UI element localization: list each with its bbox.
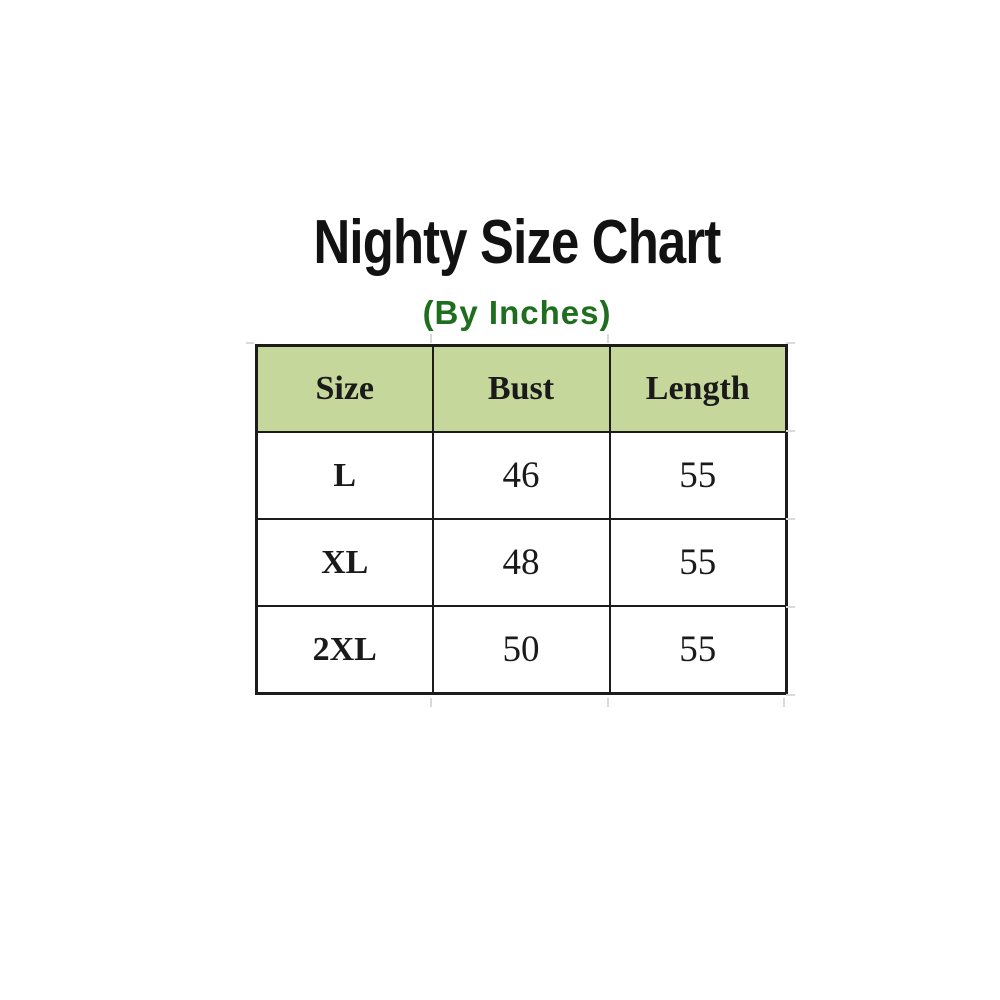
header-cell-length: Length xyxy=(608,344,788,433)
gridline-tick xyxy=(607,334,609,343)
header-cell-bust: Bust xyxy=(431,344,611,433)
gridline-tick xyxy=(246,342,254,344)
gridline-tick xyxy=(786,342,795,344)
page-title: Nighty Size Chart xyxy=(313,208,722,277)
size-chart-table: Size Bust Length L 46 55 XL 48 55 2XL 50 55 xyxy=(255,344,788,695)
length-cell: 55 xyxy=(608,518,788,607)
page-subtitle: (By Inches) xyxy=(422,294,612,331)
gridline-tick xyxy=(783,698,785,707)
gridline-tick xyxy=(607,698,609,707)
size-cell: 2XL xyxy=(255,605,434,695)
table-header-row: Size Bust Length xyxy=(255,344,788,433)
length-cell: 55 xyxy=(608,605,788,695)
length-cell: 55 xyxy=(608,431,788,520)
gridline-tick xyxy=(430,334,432,343)
bust-cell: 46 xyxy=(431,431,611,520)
table-row: L 46 55 xyxy=(255,431,788,520)
header-cell-size: Size xyxy=(255,344,434,433)
size-cell: XL xyxy=(255,518,434,607)
bust-cell: 50 xyxy=(431,605,611,695)
gridline-tick xyxy=(786,430,795,432)
gridline-tick xyxy=(786,518,795,520)
gridline-tick xyxy=(430,698,432,707)
table-row: XL 48 55 xyxy=(255,518,788,607)
size-table-body: L 46 55 XL 48 55 2XL 50 55 xyxy=(255,431,788,695)
gridline-tick xyxy=(786,606,795,608)
bust-cell: 48 xyxy=(431,518,611,607)
size-cell: L xyxy=(255,431,434,520)
table-row: 2XL 50 55 xyxy=(255,605,788,695)
gridline-tick xyxy=(786,694,795,696)
